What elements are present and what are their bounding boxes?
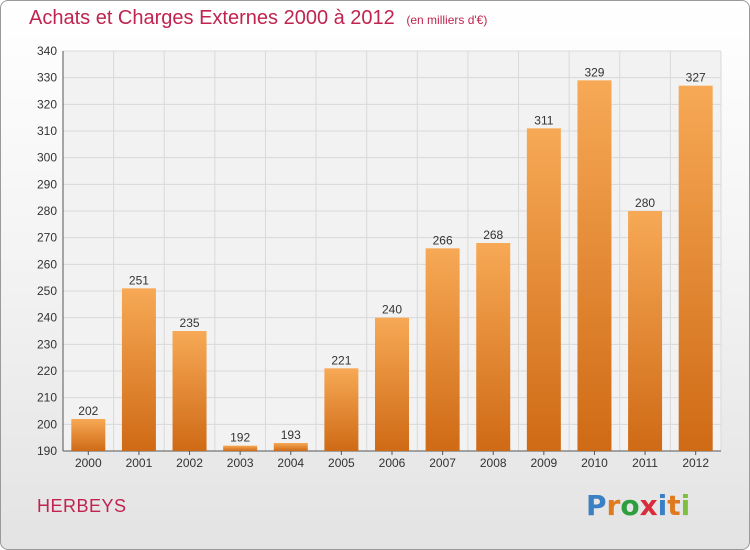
logo-letter: x	[639, 489, 658, 522]
y-tick-label: 300	[37, 151, 57, 165]
y-tick-label: 320	[37, 97, 57, 111]
bar-2002	[172, 331, 207, 451]
x-tick-label: 2006	[379, 456, 406, 470]
bars	[71, 80, 713, 452]
bar-2009	[526, 128, 561, 451]
logo-letter: t	[667, 489, 681, 522]
y-tick-label: 340	[37, 44, 57, 58]
x-tick-label: 2001	[126, 456, 153, 470]
x-tick-label: 2005	[328, 456, 355, 470]
x-tick-label: 2000	[75, 456, 102, 470]
y-tick-label: 260	[37, 257, 57, 271]
y-tick-label: 250	[37, 284, 57, 298]
x-tick-label: 2008	[480, 456, 507, 470]
x-tick-label: 2011	[632, 456, 658, 470]
data-label: 266	[433, 233, 453, 247]
x-tick-label: 2010	[581, 456, 608, 470]
bar-2004	[273, 443, 308, 451]
y-tick-label: 220	[37, 364, 57, 378]
data-label: 193	[281, 428, 301, 442]
x-tick-label: 2007	[429, 456, 456, 470]
y-tick-label: 270	[37, 231, 57, 245]
data-label: 235	[180, 316, 200, 330]
proxiti-logo[interactable]: Proxiti	[586, 489, 690, 522]
data-label: 251	[129, 273, 149, 287]
data-label: 202	[78, 404, 98, 418]
data-label: 329	[584, 65, 604, 79]
data-label: 327	[686, 71, 706, 85]
x-tick-label: 2002	[176, 456, 203, 470]
y-tick-label: 230	[37, 337, 57, 351]
y-tick-label: 290	[37, 177, 57, 191]
data-label: 240	[382, 303, 402, 317]
title-unit: (en milliers d'€)	[406, 13, 488, 27]
bar-2012	[678, 85, 713, 452]
axes: 190 200 210 220 230 240 250 260 270 280 290 300 310 3…	[37, 44, 721, 470]
bar-2006	[375, 317, 409, 451]
logo-letter: P	[586, 489, 607, 522]
x-tick-label: 2009	[530, 456, 557, 470]
data-label: 268	[483, 228, 503, 242]
data-label: 311	[534, 113, 553, 127]
bar-2007	[425, 248, 460, 451]
data-label: 280	[635, 196, 655, 210]
y-tick-label: 190	[37, 444, 57, 458]
x-tick-label: 2004	[277, 456, 304, 470]
title-text: Achats et Charges Externes 2000 à 2012	[29, 7, 395, 29]
x-tick-label: 2003	[227, 456, 254, 470]
logo-letter: i	[657, 489, 668, 522]
y-tick-label: 210	[37, 391, 57, 405]
chart-title: Achats et Charges Externes 2000 à 2012 (…	[29, 7, 487, 30]
bar-2000	[71, 419, 106, 451]
data-labels: 202 251 235 192 193 221 240 266 268 311 329 280 327	[78, 65, 706, 444]
town-name: HERBEYS	[37, 496, 127, 516]
y-tick-label: 280	[37, 204, 57, 218]
y-tick-label: 330	[37, 71, 57, 85]
bar-2008	[476, 243, 511, 451]
bar-2001	[121, 288, 156, 451]
bar-2005	[324, 368, 359, 451]
bar-2003	[223, 445, 258, 451]
bar-2011	[628, 211, 663, 451]
logo-letter: i	[680, 489, 691, 522]
y-tick-label: 310	[37, 124, 57, 138]
y-tick-label: 240	[37, 311, 57, 325]
y-tick-label: 200	[37, 417, 57, 431]
data-label: 192	[230, 431, 250, 445]
data-label: 221	[331, 353, 351, 367]
logo-letter: o	[620, 489, 640, 522]
x-tick-label: 2012	[682, 456, 709, 470]
bar-2010	[577, 80, 612, 451]
logo-letter: r	[606, 489, 621, 522]
